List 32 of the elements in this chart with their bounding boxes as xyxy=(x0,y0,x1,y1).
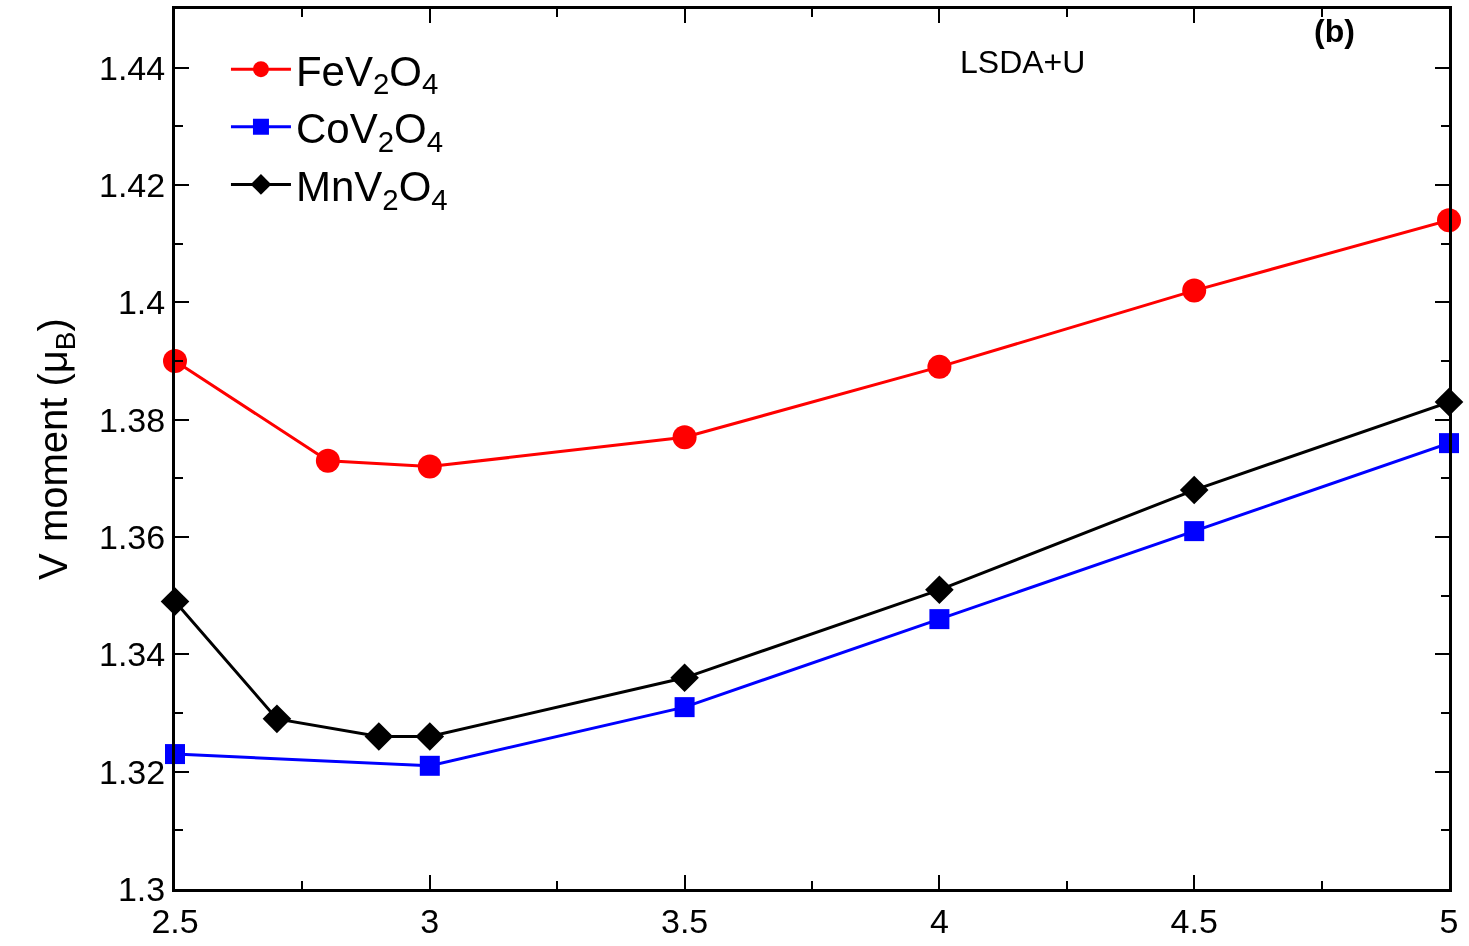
point xyxy=(672,425,697,450)
point xyxy=(1182,278,1207,303)
x-tick-label: 4.5 xyxy=(1170,901,1218,940)
y-tick-label: 1.44 xyxy=(99,48,166,87)
legend-label: CoV$_{2}$O$_{4}$ xyxy=(295,105,444,158)
point xyxy=(674,697,695,718)
point xyxy=(927,354,952,379)
annotation: (b) xyxy=(1314,13,1355,49)
x-tick-label: 4 xyxy=(929,901,949,940)
annotation: LSDA+U xyxy=(960,44,1086,80)
point xyxy=(929,609,950,630)
legend-label: MnV$_{2}$O$_{4}$ xyxy=(295,162,448,216)
point xyxy=(419,755,440,776)
point xyxy=(262,704,292,734)
x-tick-label: 3 xyxy=(420,901,440,940)
x-tick-label: 3.5 xyxy=(660,901,709,940)
point xyxy=(1184,521,1205,542)
point xyxy=(364,722,394,751)
legend-label: FeV$_{2}$O$_{4}$ xyxy=(295,47,439,101)
y-tick-label: 1.34 xyxy=(99,635,166,674)
y-tick-label: 1.36 xyxy=(99,517,166,556)
y-tick-label: 1.4 xyxy=(117,283,166,322)
point xyxy=(1179,475,1209,505)
point xyxy=(415,722,445,751)
y-tick-label: 1.32 xyxy=(99,752,166,791)
point xyxy=(925,575,954,605)
point xyxy=(315,448,340,473)
x-tick-label: 5 xyxy=(1439,901,1459,940)
point xyxy=(417,454,442,479)
y-tick-label: 1.38 xyxy=(99,400,166,439)
point xyxy=(670,663,699,693)
y-tick-label: 1.42 xyxy=(99,165,166,204)
